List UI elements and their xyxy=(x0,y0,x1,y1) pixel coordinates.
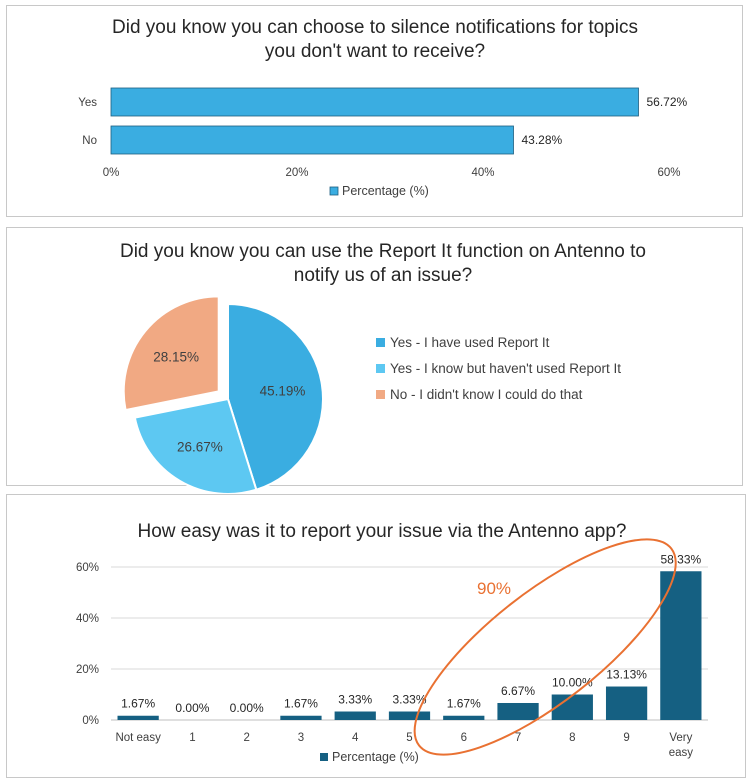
x-tick-label: 6 xyxy=(461,732,467,744)
bar xyxy=(497,702,539,720)
chart-title-line-1: Did you know you can use the Report It f… xyxy=(120,241,646,262)
bar xyxy=(660,571,702,720)
data-label: 1.67% xyxy=(284,697,318,711)
notifications-bar-chart: Did you know you can choose to silence n… xyxy=(78,17,687,198)
x-tick-label: 4 xyxy=(352,732,359,744)
data-label: 43.28% xyxy=(522,133,563,147)
data-label: 3.33% xyxy=(392,693,426,707)
x-tick-label: 40% xyxy=(471,167,494,179)
data-label: 56.72% xyxy=(646,95,687,109)
legend-label: Percentage (%) xyxy=(332,750,419,764)
x-tick-label: 8 xyxy=(569,732,575,744)
report-it-pie-chart: Did you know you can use the Report It f… xyxy=(120,241,646,495)
data-label: 1.67% xyxy=(447,697,481,711)
legend-label: No - I didn't know I could do that xyxy=(390,387,583,402)
bar xyxy=(117,715,159,720)
slice-label: 45.19% xyxy=(260,384,306,399)
legend-swatch xyxy=(376,390,385,399)
data-label: 10.00% xyxy=(552,676,593,690)
bar xyxy=(551,694,593,720)
category-label: No xyxy=(82,135,97,147)
legend-swatch xyxy=(329,186,339,196)
bar xyxy=(280,715,322,720)
chart-title-line-2: you don't want to receive? xyxy=(265,41,485,62)
legend-swatch xyxy=(376,364,385,373)
legend-label: Yes - I know but haven't used Report It xyxy=(390,361,621,376)
chart-panel-report-it: Did you know you can use the Report It f… xyxy=(6,227,743,495)
data-label: 3.33% xyxy=(338,693,372,707)
x-tick-label: 60% xyxy=(657,167,680,179)
annotation-ellipse xyxy=(413,538,677,756)
data-label: 6.67% xyxy=(501,684,535,698)
data-label: 1.67% xyxy=(121,697,155,711)
data-label: 0.00% xyxy=(230,701,264,715)
ease-bar-chart: How easy was it to report your issue via… xyxy=(76,521,708,764)
slice-label: 28.15% xyxy=(153,349,199,364)
x-tick-label: 7 xyxy=(515,732,521,744)
x-tick-label: 20% xyxy=(285,167,308,179)
annotation-label: 90% xyxy=(477,579,511,598)
chart-title-line-1: Did you know you can choose to silence n… xyxy=(112,17,638,38)
data-label: 58.33% xyxy=(661,552,702,566)
chart-title-line-2: notify us of an issue? xyxy=(294,265,473,286)
legend-label: Percentage (%) xyxy=(342,184,429,198)
x-tick-label: easy xyxy=(669,747,694,759)
bar xyxy=(334,711,376,720)
x-tick-label: 9 xyxy=(623,732,629,744)
y-tick-label: 40% xyxy=(76,613,99,625)
bar xyxy=(443,715,485,720)
bar xyxy=(605,686,648,720)
x-tick-label: Very xyxy=(669,732,692,744)
chart-title: How easy was it to report your issue via… xyxy=(138,521,627,542)
bar xyxy=(388,711,431,720)
x-tick-label: 1 xyxy=(189,732,195,744)
legend-swatch xyxy=(320,753,328,761)
x-tick-label: Not easy xyxy=(115,732,161,744)
legend-swatch xyxy=(376,338,385,347)
chart-panel-ease: How easy was it to report your issue via… xyxy=(6,494,746,778)
x-tick-label: 0% xyxy=(103,167,120,179)
pie-slice xyxy=(227,302,324,491)
legend-label: Yes - I have used Report It xyxy=(390,335,550,350)
pie-slice xyxy=(122,295,220,412)
bar xyxy=(110,125,514,155)
x-tick-label: 2 xyxy=(243,732,249,744)
bar xyxy=(110,87,639,117)
data-label: 13.13% xyxy=(606,668,647,682)
x-tick-label: 3 xyxy=(298,732,304,744)
pie-slice xyxy=(133,397,258,495)
chart-panel-notifications: Did you know you can choose to silence n… xyxy=(6,5,743,217)
data-label: 0.00% xyxy=(175,701,209,715)
category-label: Yes xyxy=(78,97,97,109)
y-tick-label: 60% xyxy=(76,562,99,574)
y-tick-label: 20% xyxy=(76,664,99,676)
y-tick-label: 0% xyxy=(82,715,99,727)
x-tick-label: 5 xyxy=(406,732,412,744)
slice-label: 26.67% xyxy=(177,439,223,454)
